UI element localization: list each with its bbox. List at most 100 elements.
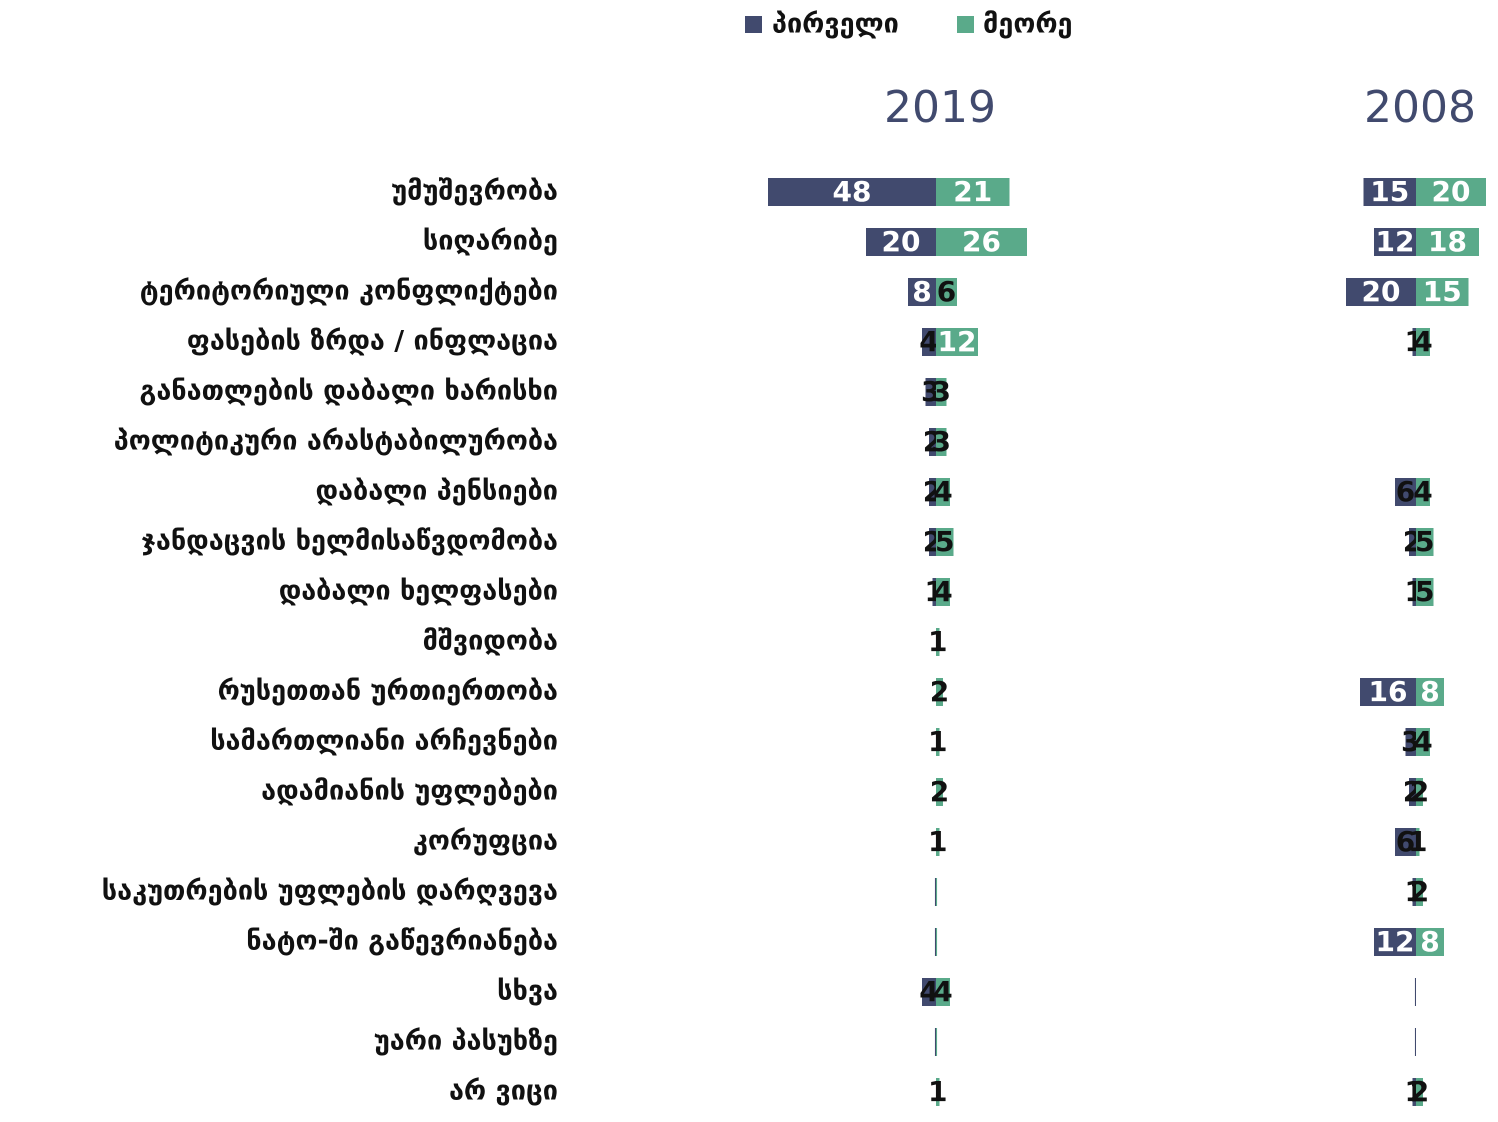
value-label: 1 (1408, 825, 1427, 858)
value-label: 5 (1415, 575, 1434, 608)
value-label: 2 (1410, 1075, 1429, 1108)
value-label: 4 (919, 975, 938, 1008)
bar (936, 428, 947, 456)
value-label: 16 (1369, 675, 1408, 708)
bar (936, 728, 940, 756)
value-label: 2 (1410, 875, 1429, 908)
value-label: 2 (1410, 775, 1429, 808)
bar (936, 228, 1027, 256)
value-label: 15 (1370, 175, 1409, 208)
bar (1374, 228, 1416, 256)
bar (1416, 678, 1444, 706)
legend-label: მეორე (983, 9, 1073, 40)
bar (1416, 1078, 1423, 1106)
value-label: 5 (1415, 525, 1434, 558)
bar (1416, 528, 1434, 556)
bar (1414, 1028, 1416, 1056)
category-label: სხვა (497, 976, 558, 1007)
category-label: სიღარიბე (423, 226, 558, 257)
bar (1412, 1078, 1416, 1106)
value-label: 18 (1428, 225, 1467, 258)
bar (1416, 228, 1479, 256)
value-label: 3 (1401, 725, 1420, 758)
value-label: 8 (1420, 675, 1439, 708)
value-label: 12 (1376, 225, 1415, 258)
value-label: 4 (1413, 325, 1432, 358)
bar (934, 928, 936, 956)
category-label: განათლების დაბალი ხარისხი (140, 376, 558, 407)
value-label: 15 (1423, 275, 1462, 308)
value-label: 8 (1420, 925, 1439, 958)
value-label: 3 (921, 375, 940, 408)
bar (1405, 728, 1416, 756)
bar (1414, 978, 1416, 1006)
value-label: 3 (932, 425, 951, 458)
bar (934, 878, 936, 906)
bar (936, 328, 978, 356)
value-label: 4 (919, 325, 938, 358)
bar (1416, 928, 1444, 956)
value-label: 20 (882, 225, 921, 258)
bar (936, 778, 943, 806)
value-label: 6 (937, 275, 956, 308)
bar (1346, 278, 1416, 306)
bar (1412, 578, 1416, 606)
legend-swatch (745, 16, 762, 33)
bar (934, 1028, 936, 1056)
bar (1416, 578, 1434, 606)
bar (929, 478, 936, 506)
legend-label: პირველი (772, 9, 899, 40)
bar (1395, 478, 1416, 506)
category-label: ტერიტორიული კონფლიქტები (140, 276, 558, 307)
value-label: 6 (1396, 825, 1415, 858)
value-label: 3 (932, 375, 951, 408)
category-label: ნატო-ში გაწევრიანება (246, 926, 558, 957)
bar (936, 178, 1010, 206)
bar (922, 328, 936, 356)
bar (1416, 178, 1486, 206)
value-label: 1 (928, 725, 947, 758)
value-label: 48 (833, 175, 872, 208)
bar (936, 528, 954, 556)
bar (936, 928, 938, 956)
value-label: 4 (1413, 725, 1432, 758)
bar (936, 1028, 938, 1056)
category-label: საკუთრების უფლების დარღვევა (102, 876, 558, 907)
bar (932, 578, 936, 606)
bar (1412, 328, 1416, 356)
value-label: 1 (928, 625, 947, 658)
bar (936, 478, 950, 506)
bar (1416, 828, 1420, 856)
value-label: 20 (1362, 275, 1401, 308)
category-label: უარი პასუხზე (374, 1026, 558, 1057)
bar (936, 1078, 940, 1106)
value-label: 8 (912, 275, 931, 308)
bar (936, 678, 943, 706)
value-label: 4 (933, 575, 952, 608)
bar (922, 978, 936, 1006)
bar (908, 278, 936, 306)
category-label: პოლიტიკური არასტაბილურობა (114, 426, 558, 457)
value-label: 5 (935, 525, 954, 558)
value-label: 2 (930, 775, 949, 808)
bar (925, 378, 936, 406)
bar (1416, 778, 1423, 806)
value-label: 20 (1432, 175, 1471, 208)
bar (929, 428, 936, 456)
bar (1416, 278, 1469, 306)
bar (1360, 678, 1416, 706)
bar (929, 528, 936, 556)
value-label: 12 (1376, 925, 1415, 958)
panel-title: 2008 (1364, 82, 1476, 133)
bar (1412, 878, 1416, 906)
bar (1416, 878, 1423, 906)
value-label: 6 (1396, 475, 1415, 508)
category-label: მშვიდობა (423, 626, 558, 657)
legend-swatch (957, 16, 974, 33)
bar (866, 228, 936, 256)
bar (936, 378, 947, 406)
bar (1395, 828, 1416, 856)
value-label: 4 (933, 475, 952, 508)
bar (936, 628, 940, 656)
